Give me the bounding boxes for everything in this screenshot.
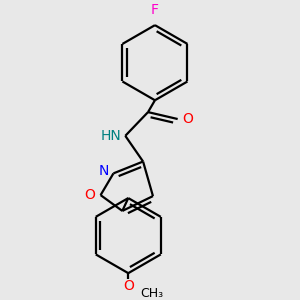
Text: HN: HN [100, 129, 121, 143]
Text: N: N [98, 164, 109, 178]
Text: F: F [151, 3, 159, 17]
Text: O: O [183, 112, 194, 126]
Text: CH₃: CH₃ [140, 287, 163, 300]
Text: O: O [84, 188, 95, 202]
Text: O: O [123, 279, 134, 293]
